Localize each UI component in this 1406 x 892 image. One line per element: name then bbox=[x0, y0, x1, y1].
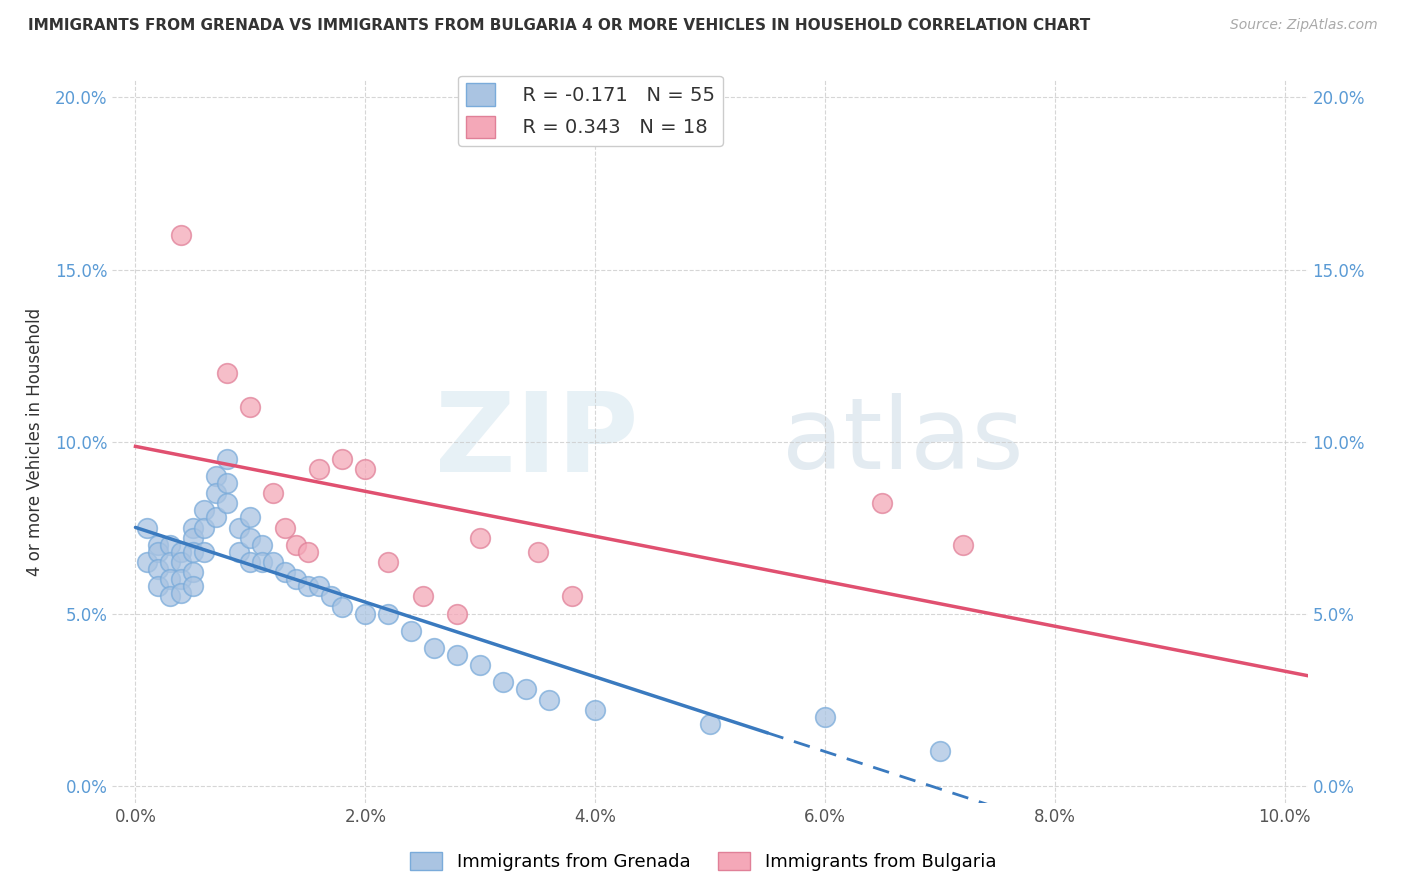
Point bbox=[354, 607, 377, 621]
Point bbox=[814, 710, 837, 724]
Point bbox=[159, 590, 181, 604]
Point bbox=[193, 503, 215, 517]
Point bbox=[181, 520, 204, 534]
Point bbox=[377, 607, 399, 621]
Point bbox=[239, 531, 262, 545]
Point bbox=[205, 469, 228, 483]
Point bbox=[446, 648, 468, 662]
Point bbox=[159, 572, 181, 586]
Point bbox=[181, 531, 204, 545]
Point bbox=[308, 462, 330, 476]
Y-axis label: 4 or more Vehicles in Household: 4 or more Vehicles in Household bbox=[25, 308, 44, 575]
Point bbox=[952, 538, 974, 552]
Point bbox=[193, 544, 215, 558]
Legend: Immigrants from Grenada, Immigrants from Bulgaria: Immigrants from Grenada, Immigrants from… bbox=[402, 845, 1004, 879]
Point bbox=[148, 562, 170, 576]
Point bbox=[148, 579, 170, 593]
Point bbox=[217, 366, 239, 380]
Point bbox=[330, 599, 353, 614]
Point bbox=[492, 675, 515, 690]
Point bbox=[170, 228, 193, 243]
Point bbox=[159, 538, 181, 552]
Point bbox=[446, 607, 468, 621]
Text: atlas: atlas bbox=[782, 393, 1024, 490]
Point bbox=[193, 520, 215, 534]
Point bbox=[872, 496, 894, 510]
Point bbox=[319, 590, 342, 604]
Point bbox=[297, 544, 319, 558]
Point bbox=[561, 590, 583, 604]
Point bbox=[148, 544, 170, 558]
Point bbox=[170, 586, 193, 600]
Point bbox=[159, 555, 181, 569]
Point bbox=[205, 510, 228, 524]
Point bbox=[217, 496, 239, 510]
Point bbox=[401, 624, 423, 638]
Point bbox=[526, 544, 548, 558]
Point bbox=[228, 520, 250, 534]
Point bbox=[699, 716, 721, 731]
Point bbox=[262, 486, 284, 500]
Point bbox=[583, 703, 606, 717]
Point bbox=[262, 555, 284, 569]
Point bbox=[170, 572, 193, 586]
Point bbox=[181, 544, 204, 558]
Point bbox=[205, 486, 228, 500]
Point bbox=[136, 555, 159, 569]
Point bbox=[148, 538, 170, 552]
Point bbox=[928, 744, 950, 758]
Point bbox=[250, 538, 273, 552]
Point bbox=[170, 544, 193, 558]
Point bbox=[239, 400, 262, 414]
Point bbox=[470, 658, 492, 673]
Point bbox=[515, 682, 537, 697]
Point bbox=[470, 531, 492, 545]
Point bbox=[308, 579, 330, 593]
Point bbox=[377, 555, 399, 569]
Legend:   R = -0.171   N = 55,   R = 0.343   N = 18: R = -0.171 N = 55, R = 0.343 N = 18 bbox=[458, 76, 723, 145]
Point bbox=[423, 640, 446, 655]
Point bbox=[217, 451, 239, 466]
Text: Source: ZipAtlas.com: Source: ZipAtlas.com bbox=[1230, 18, 1378, 32]
Point bbox=[285, 538, 308, 552]
Point bbox=[181, 566, 204, 580]
Point bbox=[274, 566, 297, 580]
Point bbox=[239, 555, 262, 569]
Text: ZIP: ZIP bbox=[434, 388, 638, 495]
Point bbox=[538, 692, 561, 706]
Point bbox=[239, 510, 262, 524]
Point bbox=[136, 520, 159, 534]
Point bbox=[217, 475, 239, 490]
Point bbox=[274, 520, 297, 534]
Point bbox=[297, 579, 319, 593]
Point bbox=[228, 544, 250, 558]
Text: IMMIGRANTS FROM GRENADA VS IMMIGRANTS FROM BULGARIA 4 OR MORE VEHICLES IN HOUSEH: IMMIGRANTS FROM GRENADA VS IMMIGRANTS FR… bbox=[28, 18, 1091, 33]
Point bbox=[250, 555, 273, 569]
Point bbox=[412, 590, 434, 604]
Point bbox=[330, 451, 353, 466]
Point bbox=[170, 555, 193, 569]
Point bbox=[354, 462, 377, 476]
Point bbox=[285, 572, 308, 586]
Point bbox=[181, 579, 204, 593]
